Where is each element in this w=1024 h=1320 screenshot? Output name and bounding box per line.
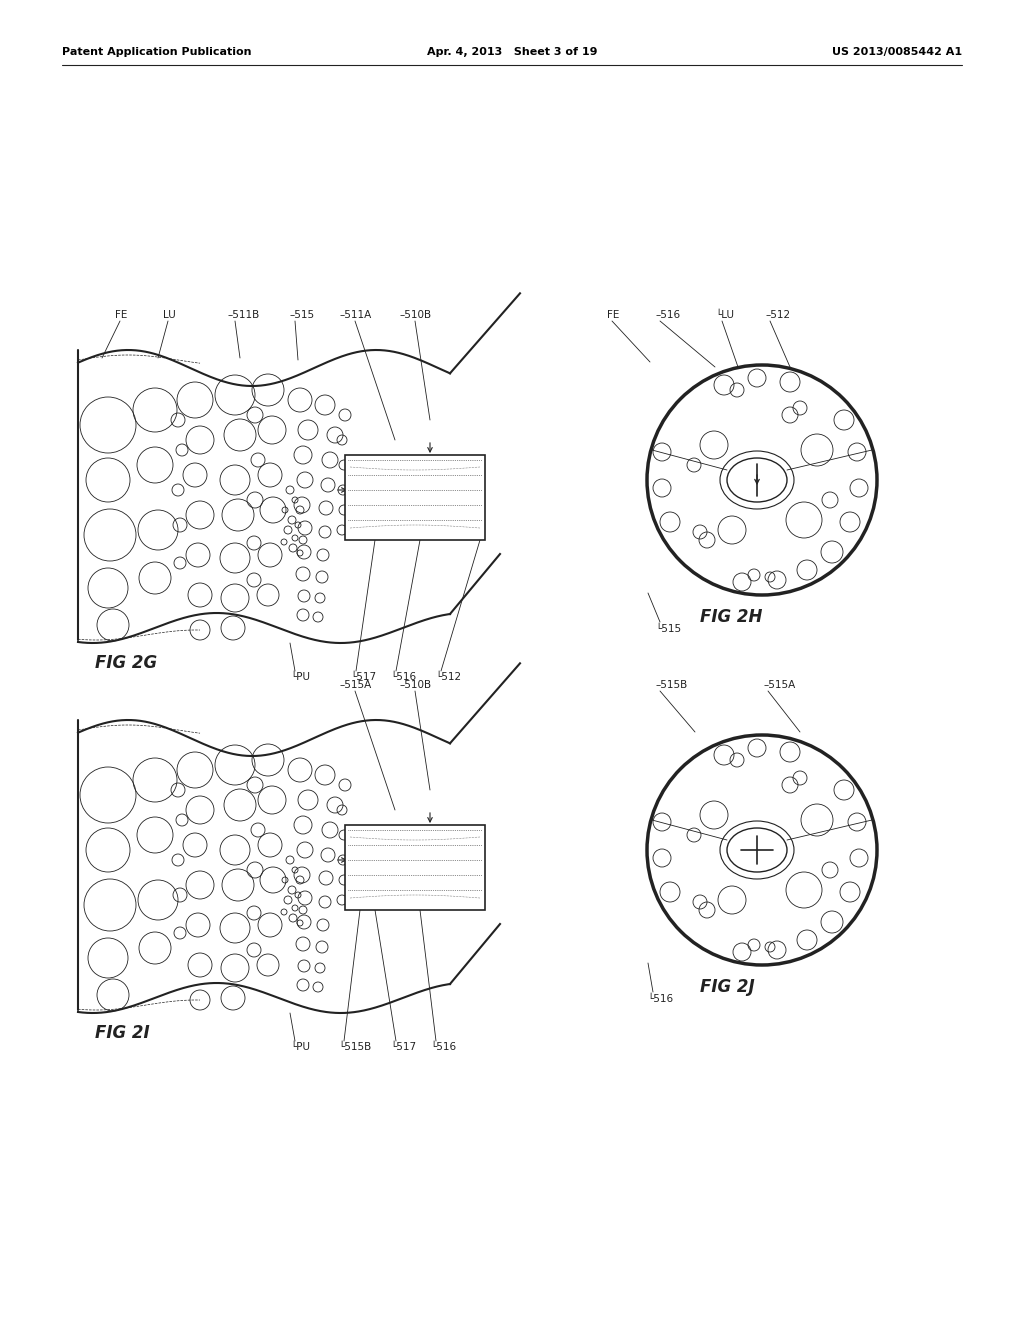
Text: –515: –515	[290, 310, 315, 319]
Bar	[345, 455, 485, 540]
Text: US 2013/0085442 A1: US 2013/0085442 A1	[831, 48, 962, 57]
Text: –510B: –510B	[400, 310, 432, 319]
Text: –516: –516	[655, 310, 680, 319]
Text: └517: └517	[350, 672, 376, 682]
Text: –512: –512	[765, 310, 791, 319]
Text: └516: └516	[430, 1041, 456, 1052]
Text: –515A: –515A	[340, 680, 373, 690]
Text: └516: └516	[647, 994, 673, 1005]
Text: FIG 2H: FIG 2H	[700, 609, 763, 626]
Text: FIG 2G: FIG 2G	[95, 653, 157, 672]
Text: └515: └515	[655, 624, 681, 634]
Text: FE: FE	[607, 310, 620, 319]
Text: Patent Application Publication: Patent Application Publication	[62, 48, 252, 57]
Text: └PU: └PU	[290, 1041, 310, 1052]
Text: Apr. 4, 2013   Sheet 3 of 19: Apr. 4, 2013 Sheet 3 of 19	[427, 48, 597, 57]
Text: –511B: –511B	[228, 310, 260, 319]
Text: └512: └512	[435, 672, 461, 682]
Text: FE: FE	[115, 310, 127, 319]
Text: –511A: –511A	[340, 310, 373, 319]
Text: –510B: –510B	[400, 680, 432, 690]
Ellipse shape	[727, 828, 787, 873]
Text: LU: LU	[163, 310, 176, 319]
Text: –515A: –515A	[763, 680, 796, 690]
Text: └PU: └PU	[290, 672, 310, 682]
Text: └516: └516	[390, 672, 416, 682]
Bar	[345, 825, 485, 909]
Ellipse shape	[727, 458, 787, 502]
Text: FIG 2I: FIG 2I	[95, 1024, 150, 1041]
Text: FIG 2J: FIG 2J	[700, 978, 755, 997]
Text: └517: └517	[390, 1041, 416, 1052]
Text: └515B: └515B	[338, 1041, 372, 1052]
Text: –515B: –515B	[655, 680, 687, 690]
Text: └LU: └LU	[715, 310, 734, 319]
